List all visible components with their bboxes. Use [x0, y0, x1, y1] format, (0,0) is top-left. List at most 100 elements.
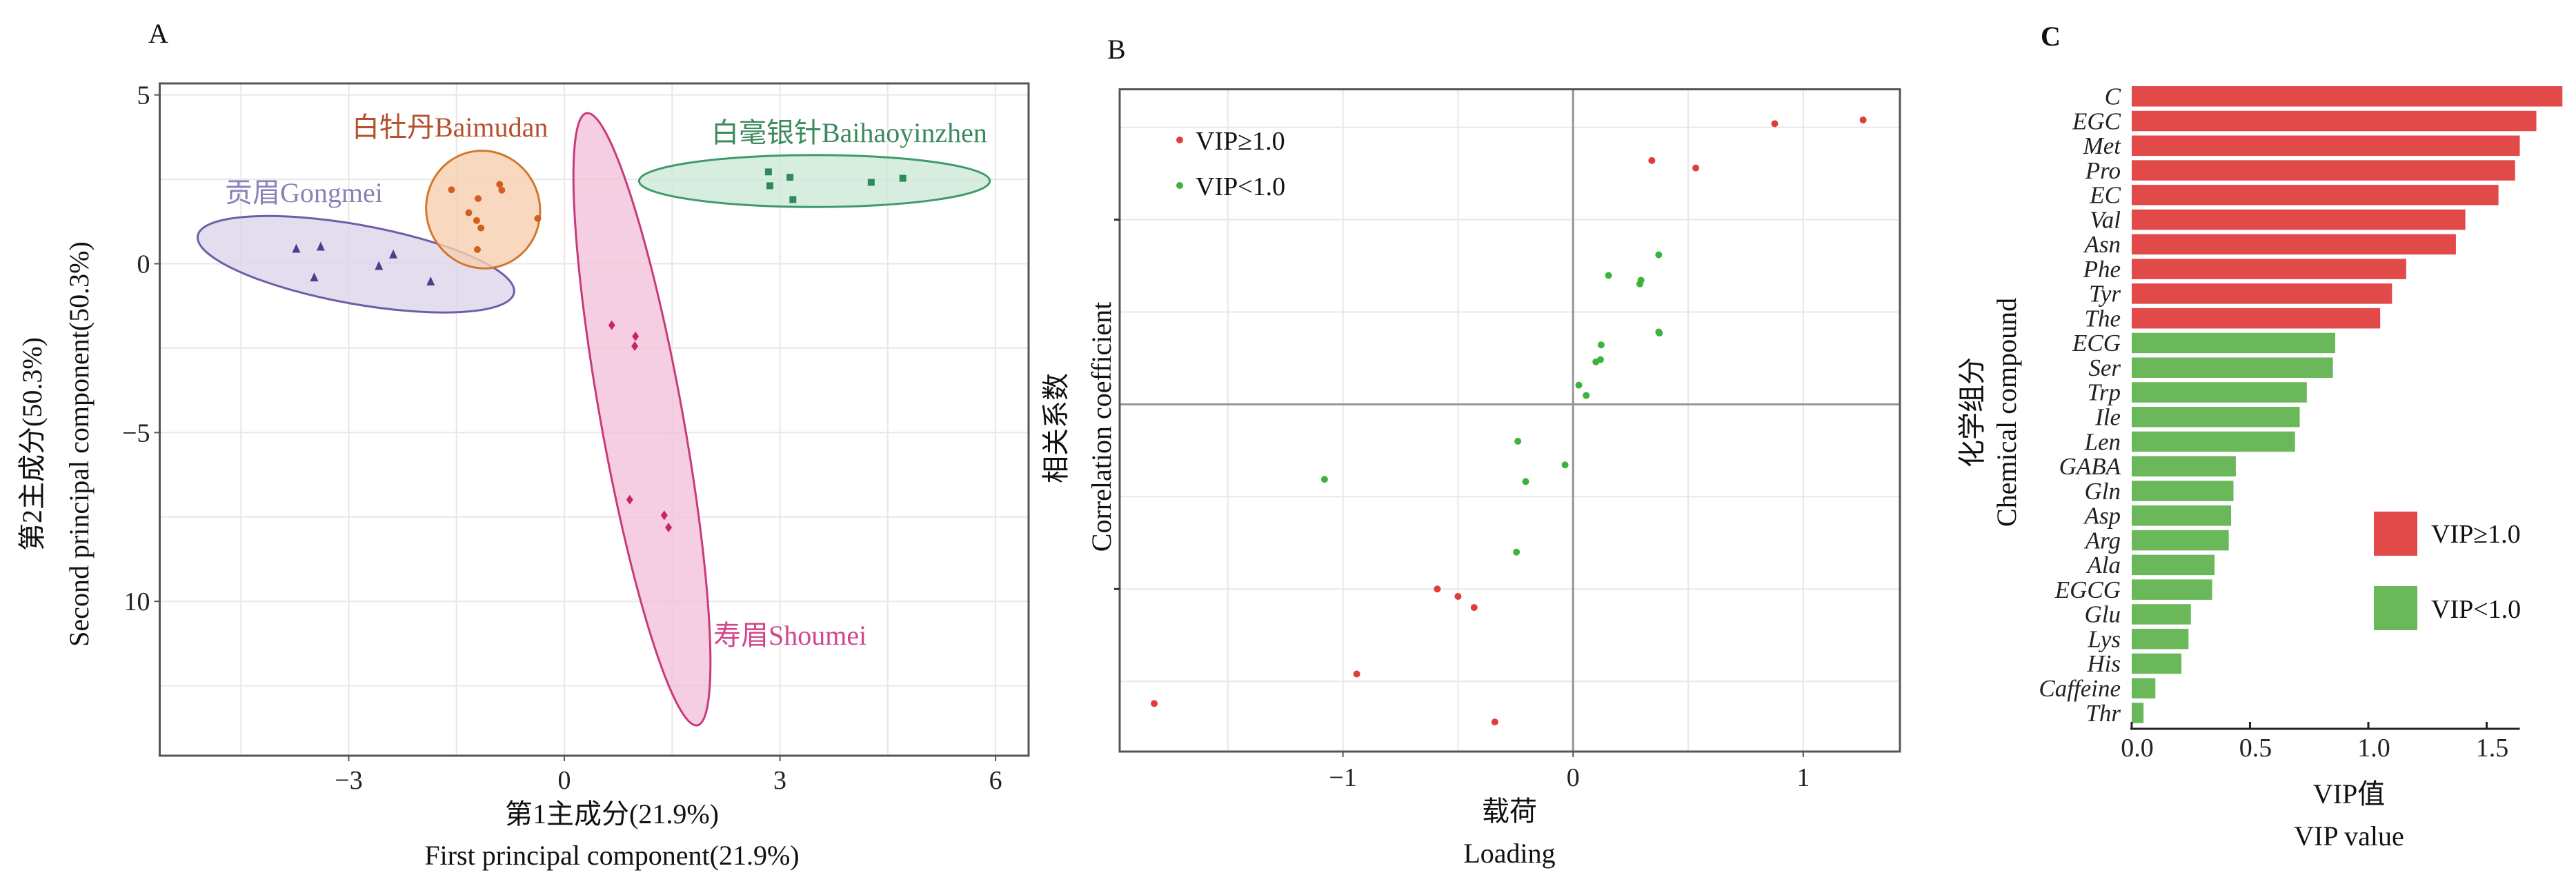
y-axis-title-en-c: Chemical compound — [1991, 298, 2022, 527]
score-point-square — [766, 182, 773, 190]
ticks-c: 0.0 0.5 1.0 1.5 — [2121, 722, 2520, 763]
grid-b — [1120, 89, 1900, 752]
score-point-circle — [473, 217, 480, 224]
legend-marker-vip-low — [1176, 182, 1183, 189]
score-point-circle — [448, 186, 455, 194]
category-label: Caffeine — [2039, 675, 2121, 702]
x-tick-label: 1.0 — [2357, 734, 2390, 763]
score-point-circle — [473, 245, 481, 253]
loading-point-vip-high — [1771, 120, 1779, 128]
category-label: Ala — [2085, 552, 2121, 578]
loading-point-vip-low — [1597, 341, 1605, 349]
vip-bar — [2132, 185, 2499, 205]
x-tick-label: 1.5 — [2476, 734, 2509, 763]
legend-swatch-vip-high — [2374, 512, 2417, 556]
x-tick-label: −1 — [1329, 763, 1356, 792]
vip-bar — [2132, 135, 2520, 157]
loading-points — [1151, 116, 1867, 726]
vip-bar — [2132, 530, 2229, 551]
confidence-ellipses — [196, 112, 991, 727]
vip-bar — [2132, 308, 2381, 329]
y-tick-label: 0 — [137, 250, 150, 279]
score-point-triangle — [389, 249, 398, 259]
category-label: Phe — [2083, 256, 2121, 283]
legend-label-vip-high-c: VIP≥1.0 — [2431, 520, 2521, 549]
y-tick-label: 5 — [137, 81, 150, 110]
score-point-diamond — [608, 320, 615, 330]
category-label: EC — [2089, 182, 2121, 209]
group-label-baimudan: 白牡丹Baimudan — [352, 112, 548, 143]
legend-c: VIP≥1.0 VIP<1.0 — [2374, 512, 2521, 630]
loading-point-vip-high — [1491, 718, 1498, 726]
score-point-diamond — [631, 341, 639, 351]
category-label: Len — [2084, 428, 2121, 455]
category-label: Trp — [2087, 379, 2121, 406]
category-label: Pro — [2085, 157, 2121, 184]
vip-bar — [2132, 554, 2215, 576]
loading-point-vip-high — [1859, 116, 1867, 123]
x-axis-title-en-c: VIP value — [2294, 820, 2404, 852]
category-label: C — [2105, 83, 2121, 110]
y-tick-label: −5 — [122, 419, 150, 447]
confidence-ellipse-0 — [196, 214, 515, 314]
x-tick-label: 0.5 — [2239, 734, 2272, 763]
y-tick-label: 10 — [124, 587, 150, 616]
loading-point-vip-low — [1575, 381, 1583, 389]
vip-bar — [2132, 382, 2307, 403]
ticks-b: −1 0 1 — [1114, 219, 1810, 792]
confidence-ellipse-3 — [572, 112, 712, 727]
vip-bar — [2132, 407, 2300, 427]
y-axis-title-cn-c: 化学组分 — [1956, 357, 1988, 467]
category-label: Lys — [2087, 625, 2121, 652]
loading-point-vip-low — [1605, 272, 1612, 279]
vip-bar — [2132, 283, 2392, 304]
category-label: EGCG — [2054, 576, 2121, 603]
category-label: Asn — [2083, 231, 2121, 258]
score-point-triangle — [310, 272, 319, 282]
loading-point-vip-high — [1454, 593, 1462, 601]
plot-frame-a — [159, 82, 1030, 757]
score-point-circle — [475, 194, 482, 202]
score-point-circle — [534, 214, 542, 222]
panel-a-pca-score-plot: A −3 0 3 6 5 0 −5 10 贡眉Gongmei 白牡丹Baimudan 白毫银针… — [17, 18, 1030, 871]
loading-point-vip-high — [1353, 670, 1360, 678]
legend-marker-vip-high — [1176, 137, 1183, 143]
x-axis-title-cn-a: 第1主成分(21.9%) — [505, 798, 719, 829]
confidence-ellipse-2 — [637, 154, 991, 208]
vip-bar — [2132, 431, 2295, 452]
loading-point-vip-low — [1656, 330, 1663, 337]
category-label: Arg — [2084, 527, 2121, 554]
score-points — [292, 168, 906, 532]
loading-point-vip-low — [1561, 461, 1569, 469]
vip-bar — [2132, 332, 2335, 354]
vip-bar — [2132, 653, 2182, 674]
category-label: Tyr — [2089, 281, 2121, 308]
category-label: Met — [2083, 132, 2122, 159]
group-label-baihaoyinzhen: 白毫银针Baihaoyinzhen — [711, 117, 987, 148]
vip-bar — [2132, 160, 2515, 181]
y-axis-title-cn-a: 第2主成分(50.3%) — [17, 337, 48, 551]
vip-bar — [2132, 357, 2333, 378]
score-point-diamond — [632, 331, 640, 341]
score-point-diamond — [626, 494, 633, 505]
score-point-diamond — [660, 510, 668, 521]
category-label: ECG — [2072, 330, 2121, 356]
y-axis-title-en-a: Second principal component(50.3%) — [63, 241, 95, 647]
panel-label-c: C — [2041, 21, 2061, 52]
loading-point-vip-low — [1514, 438, 1522, 445]
vip-bar — [2132, 456, 2236, 477]
loading-point-vip-high — [1470, 604, 1478, 612]
category-label: The — [2085, 305, 2121, 332]
vip-bar — [2132, 628, 2189, 650]
score-point-square — [764, 168, 772, 176]
x-axis-title-cn-c: VIP值 — [2313, 778, 2385, 809]
x-tick-label: 3 — [773, 766, 786, 795]
score-point-triangle — [426, 276, 435, 285]
score-point-square — [867, 179, 875, 186]
vip-bar — [2132, 110, 2537, 132]
x-axis-title-en-a: First principal component(21.9%) — [424, 840, 799, 871]
category-label: Ile — [2094, 404, 2121, 431]
score-point-circle — [477, 224, 485, 232]
vip-bar — [2132, 505, 2232, 526]
